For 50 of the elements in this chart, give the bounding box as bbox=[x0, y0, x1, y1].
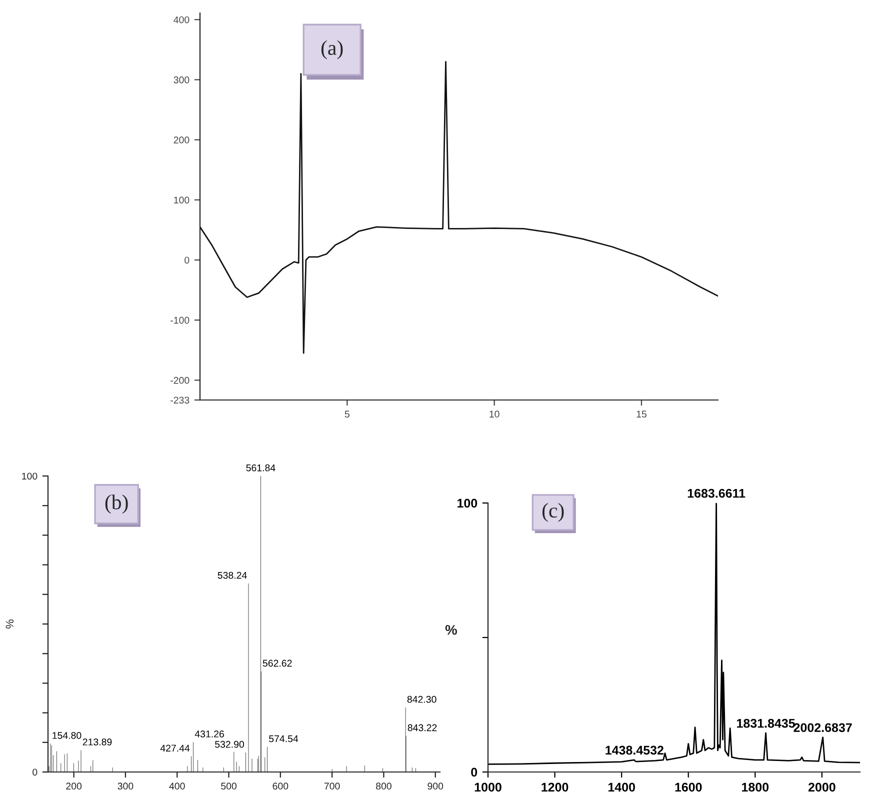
annotation: (c) bbox=[542, 502, 564, 522]
y-tick-label: 100 bbox=[174, 196, 190, 204]
annotation: 154.80 bbox=[52, 732, 82, 739]
annotation: 1831.8435 bbox=[737, 718, 795, 728]
y-tick-label: 200 bbox=[174, 136, 190, 144]
annotation: (b) bbox=[105, 494, 128, 514]
x-tick-label: 2000 bbox=[808, 782, 836, 792]
annotation: 213.89 bbox=[82, 738, 112, 746]
line-series bbox=[200, 60, 718, 354]
x-tick-label: 1800 bbox=[742, 782, 769, 792]
annotation: 842.30 bbox=[407, 696, 436, 703]
y-tick-label: -200 bbox=[170, 376, 190, 384]
annotation: 1683.6611 bbox=[688, 488, 746, 498]
annotation: 532.90 bbox=[215, 740, 244, 748]
y-tick-label: -233 bbox=[170, 396, 190, 404]
y-tick-label: 0 bbox=[471, 768, 478, 777]
annotation: 2002.6837 bbox=[794, 723, 852, 732]
y-axis-title: % bbox=[445, 624, 457, 635]
y-tick-label: 0 bbox=[32, 768, 38, 776]
annotation: 427.44 bbox=[160, 744, 190, 752]
x-tick-label: 600 bbox=[272, 782, 288, 790]
annotation: 561.84 bbox=[246, 464, 276, 472]
x-tick-label: 15 bbox=[636, 410, 646, 418]
x-tick-label: 300 bbox=[118, 782, 134, 790]
y-tick-label: -100 bbox=[170, 316, 190, 324]
x-tick-label: 10 bbox=[490, 410, 500, 418]
annotation: 843.22 bbox=[408, 724, 437, 732]
line-series bbox=[488, 503, 860, 765]
annotation: 1438.4532 bbox=[606, 746, 664, 755]
annotation: 538.24 bbox=[218, 572, 247, 579]
x-tick-label: 1200 bbox=[542, 782, 568, 792]
x-tick-label: 1600 bbox=[675, 782, 702, 792]
y-tick-label: 100 bbox=[22, 472, 38, 480]
x-tick-label: 900 bbox=[428, 782, 444, 790]
y-tick-label: 400 bbox=[174, 16, 190, 24]
x-tick-label: 500 bbox=[221, 782, 236, 790]
x-tick-label: 200 bbox=[66, 782, 82, 790]
x-tick-label: 1000 bbox=[474, 782, 502, 792]
annotation: (a) bbox=[321, 40, 343, 60]
annotation: 574.54 bbox=[269, 735, 298, 742]
y-tick-label: 0 bbox=[184, 256, 190, 264]
y-tick-label: 300 bbox=[174, 76, 190, 84]
annotation: 562.62 bbox=[262, 660, 292, 667]
x-tick-label: 1400 bbox=[608, 782, 635, 792]
annotation: 431.26 bbox=[194, 730, 224, 738]
x-tick-label: 700 bbox=[324, 782, 340, 790]
y-axis-title: % bbox=[6, 619, 14, 629]
y-tick-label: 100 bbox=[458, 498, 478, 508]
x-tick-label: 800 bbox=[376, 782, 392, 790]
x-tick-label: 5 bbox=[344, 410, 350, 418]
